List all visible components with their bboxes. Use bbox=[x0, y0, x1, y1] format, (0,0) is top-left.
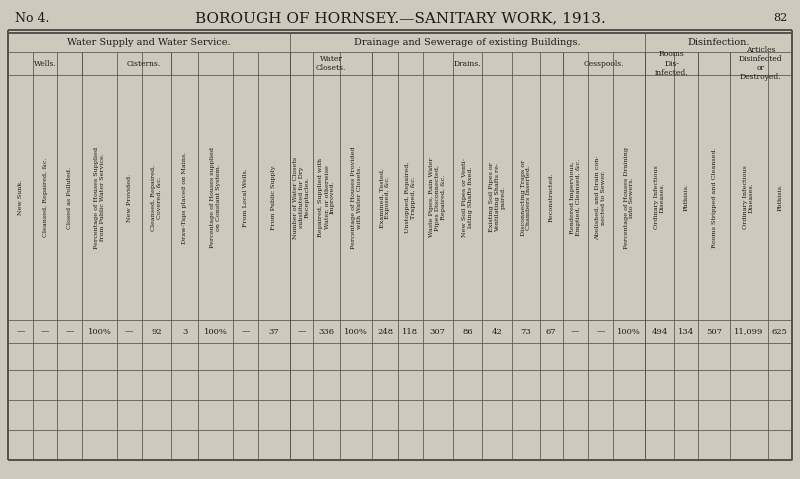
Text: 134: 134 bbox=[678, 328, 694, 335]
Text: Drainage and Sewerage of existing Buildings.: Drainage and Sewerage of existing Buildi… bbox=[354, 38, 581, 47]
Text: Repaired, Supplied with
Water, or otherwise
Improved.: Repaired, Supplied with Water, or otherw… bbox=[318, 158, 335, 237]
Text: 100%: 100% bbox=[345, 328, 368, 335]
Text: New Provided.: New Provided. bbox=[126, 173, 132, 222]
Text: Drains.: Drains. bbox=[454, 59, 482, 68]
Text: Phthisis.: Phthisis. bbox=[778, 183, 782, 211]
Text: Disconnecting Traps or
Chambers Inserted.: Disconnecting Traps or Chambers Inserted… bbox=[521, 160, 531, 236]
Text: 248: 248 bbox=[377, 328, 393, 335]
Text: Examined, Tested,
Exposed, &c.: Examined, Tested, Exposed, &c. bbox=[380, 168, 390, 228]
Text: 100%: 100% bbox=[204, 328, 228, 335]
Text: —: — bbox=[41, 328, 50, 335]
Text: Wells.: Wells. bbox=[34, 59, 57, 68]
Text: 82: 82 bbox=[773, 13, 787, 23]
Text: Percentage of Houses Draining
into Sewers.: Percentage of Houses Draining into Sewer… bbox=[623, 147, 634, 249]
Text: Cesspools.: Cesspools. bbox=[583, 59, 624, 68]
Text: Percentage of Houses Supplied
from Public Water Service.: Percentage of Houses Supplied from Publi… bbox=[94, 147, 105, 249]
Text: Rooms Stripped and Cleansed.: Rooms Stripped and Cleansed. bbox=[711, 147, 717, 248]
Text: 37: 37 bbox=[269, 328, 279, 335]
Text: 307: 307 bbox=[430, 328, 446, 335]
Text: From Local Wells.: From Local Wells. bbox=[243, 168, 248, 227]
Text: Abolished, and Drain con-
nected to Sewer.: Abolished, and Drain con- nected to Sewe… bbox=[595, 155, 606, 240]
Text: —: — bbox=[596, 328, 605, 335]
Text: Cleansed, Repaired,
Covered, &c.: Cleansed, Repaired, Covered, &c. bbox=[151, 164, 162, 230]
Text: Number of Water Closets
substituted for Dry
Receptacles.: Number of Water Closets substituted for … bbox=[293, 157, 310, 239]
Text: 118: 118 bbox=[402, 328, 418, 335]
Text: Phthisis.: Phthisis. bbox=[684, 183, 689, 211]
Text: Percentage of Houses supplied
on Constant System.: Percentage of Houses supplied on Constan… bbox=[210, 147, 221, 248]
Text: 92: 92 bbox=[151, 328, 162, 335]
Text: 3: 3 bbox=[182, 328, 187, 335]
Text: 625: 625 bbox=[772, 328, 788, 335]
Text: 42: 42 bbox=[492, 328, 502, 335]
Text: Ordinary Infectious
Diseases.: Ordinary Infectious Diseases. bbox=[654, 166, 665, 229]
Text: 67: 67 bbox=[546, 328, 557, 335]
Text: Closed as Polluted.: Closed as Polluted. bbox=[67, 167, 72, 228]
Text: Draw-Taps placed on Mains.: Draw-Taps placed on Mains. bbox=[182, 151, 187, 244]
Text: —: — bbox=[16, 328, 25, 335]
Text: New Sunk.: New Sunk. bbox=[18, 180, 23, 215]
Text: —: — bbox=[298, 328, 306, 335]
Text: Rendered Impervious,
Emptied, Cleansed, &c.: Rendered Impervious, Emptied, Cleansed, … bbox=[570, 159, 581, 236]
Text: 73: 73 bbox=[521, 328, 531, 335]
Text: —: — bbox=[571, 328, 579, 335]
Text: 86: 86 bbox=[462, 328, 473, 335]
Text: Waste Pipes, Rain Water
Pipes Disconnected,
Repaired, &c.: Waste Pipes, Rain Water Pipes Disconnect… bbox=[430, 158, 446, 238]
Text: BOROUGH OF HORNSEY.—SANITARY WORK, 1913.: BOROUGH OF HORNSEY.—SANITARY WORK, 1913. bbox=[194, 11, 606, 25]
Text: —: — bbox=[242, 328, 250, 335]
Text: Cisterns.: Cisterns. bbox=[127, 59, 161, 68]
Text: 11,099: 11,099 bbox=[734, 328, 763, 335]
Text: New Soil Pipes or Venti-
lating Shafts fixed.: New Soil Pipes or Venti- lating Shafts f… bbox=[462, 158, 473, 237]
Text: From Public Supply.: From Public Supply. bbox=[271, 165, 277, 230]
Text: Articles
Disinfected
or
Destroyed.: Articles Disinfected or Destroyed. bbox=[739, 46, 782, 81]
Text: 507: 507 bbox=[706, 328, 722, 335]
Text: 100%: 100% bbox=[617, 328, 641, 335]
Text: —: — bbox=[125, 328, 134, 335]
Text: Water Supply and Water Service.: Water Supply and Water Service. bbox=[67, 38, 231, 47]
Text: Rooms
Dis-
infected.: Rooms Dis- infected. bbox=[655, 50, 689, 77]
Text: Ordinary Infectious
Diseases.: Ordinary Infectious Diseases. bbox=[743, 166, 754, 229]
Text: Reconstructed.: Reconstructed. bbox=[549, 173, 554, 222]
Text: —: — bbox=[66, 328, 74, 335]
Text: 336: 336 bbox=[318, 328, 334, 335]
Text: Cleansed, Repaired, &c.: Cleansed, Repaired, &c. bbox=[42, 158, 48, 237]
Text: Disinfection.: Disinfection. bbox=[687, 38, 750, 47]
Text: Unstopped, Repaired,
Trapped, &c.: Unstopped, Repaired, Trapped, &c. bbox=[405, 162, 416, 233]
Text: Percentage of Houses Provided
with Water Closets.: Percentage of Houses Provided with Water… bbox=[351, 146, 362, 249]
Text: Existing Soil Pipes or
Ventilating Shafts re-
paired.: Existing Soil Pipes or Ventilating Shaft… bbox=[489, 162, 506, 232]
Text: Water
Closets.: Water Closets. bbox=[316, 55, 346, 72]
Text: 100%: 100% bbox=[87, 328, 111, 335]
Text: No 4.: No 4. bbox=[15, 11, 50, 24]
Text: 494: 494 bbox=[651, 328, 668, 335]
